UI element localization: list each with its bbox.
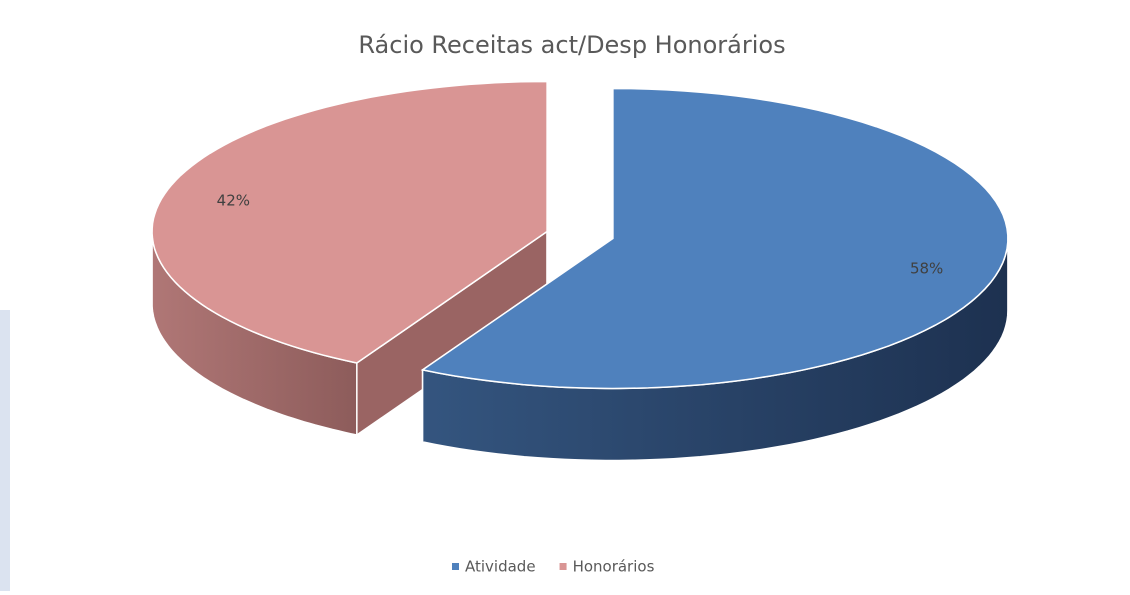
data-label: 58% [910,260,943,278]
data-label: 42% [217,191,250,209]
legend-swatch [452,563,459,570]
legend-label: Atividade [465,558,536,576]
legend-label: Honorários [573,558,655,576]
side-strip [0,310,10,591]
pie: 58% 42% [152,82,1008,461]
legend: Atividade Honorários [452,558,655,576]
chart-title: Rácio Receitas act/Desp Honorários [358,31,785,59]
legend-swatch [560,563,567,570]
